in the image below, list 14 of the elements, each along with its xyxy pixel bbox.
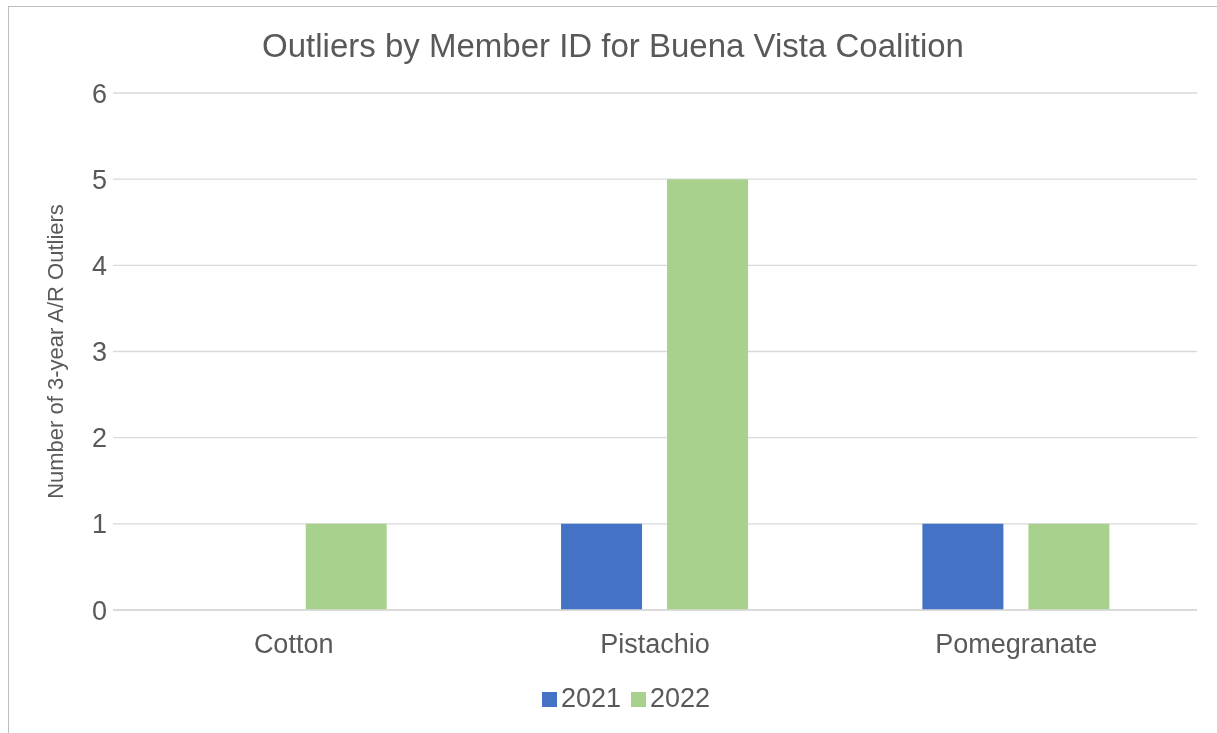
y-tick-label: 5 (91, 164, 107, 195)
y-tick-label: 1 (91, 509, 107, 540)
y-tick-label: 0 (91, 595, 107, 626)
y-tick-label: 3 (91, 337, 107, 368)
x-tick-label: Cotton (253, 629, 334, 660)
legend-label: 2022 (650, 683, 711, 713)
y-tick-label: 4 (91, 250, 107, 281)
y-tick-label: 6 (91, 78, 107, 109)
y-tick-label: 2 (91, 423, 107, 454)
y-axis-title: Number of 3-year A/R Outliers (42, 204, 68, 499)
x-tick-label: Pistachio (600, 629, 710, 660)
legend-label: 2021 (560, 683, 621, 713)
x-tick-label: Pomegranate (935, 629, 1098, 660)
chart-title: Outliers by Member ID for Buena Vista Coalition (261, 27, 965, 65)
